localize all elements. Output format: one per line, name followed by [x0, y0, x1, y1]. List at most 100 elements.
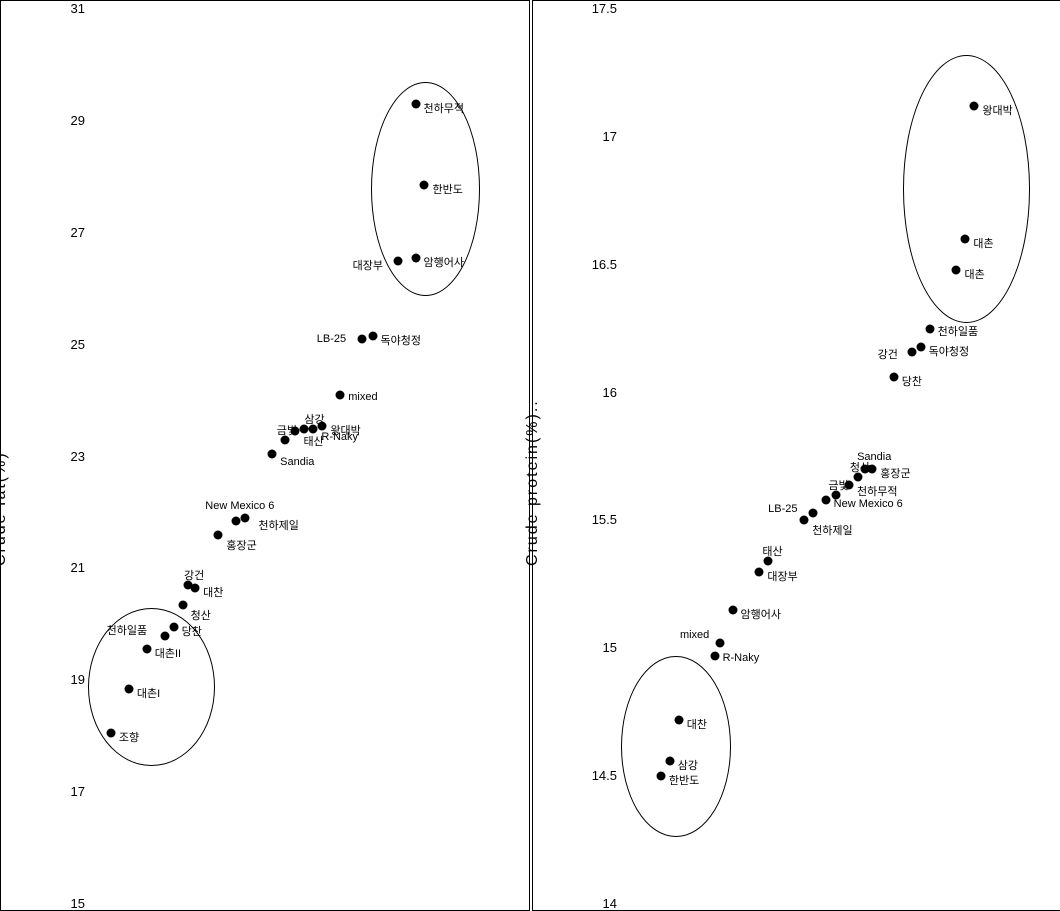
y-tick-label: 17: [45, 784, 85, 799]
left-y-axis-label: Crude fat(%): [0, 366, 10, 566]
data-point: [809, 508, 818, 517]
data-point: [755, 567, 764, 576]
data-point: [715, 639, 724, 648]
point-label: 천하일품: [938, 323, 978, 339]
point-label: 대장부: [353, 257, 383, 273]
left-scatter-panel: Crude fat(%) 151719212325272931조향대촌I대촌II…: [0, 0, 530, 911]
point-label: mixed: [680, 629, 709, 641]
point-label: 대찬: [203, 584, 223, 600]
data-point: [393, 256, 402, 265]
point-label: 대장부: [767, 568, 797, 584]
point-label: LB-25: [317, 333, 346, 345]
data-point: [970, 102, 979, 111]
data-point: [336, 390, 345, 399]
point-label: New Mexico 6: [205, 500, 274, 512]
point-label: New Mexico 6: [834, 498, 903, 510]
data-point: [411, 253, 420, 262]
data-point: [142, 645, 151, 654]
point-label: 암행어사: [741, 606, 781, 622]
y-tick-label: 17.5: [577, 1, 617, 16]
point-label: 왕대박: [982, 102, 1012, 118]
point-label: 삼강: [678, 757, 698, 773]
data-point: [124, 684, 133, 693]
data-point: [861, 465, 870, 474]
data-point: [160, 631, 169, 640]
point-label: 천하제일: [812, 522, 852, 538]
data-point: [844, 480, 853, 489]
point-label: 천하일품: [107, 622, 147, 638]
point-label: 강건: [878, 346, 898, 362]
y-tick-label: 29: [45, 113, 85, 128]
point-label: 청산: [191, 607, 211, 623]
y-tick-label: 25: [45, 337, 85, 352]
data-point: [309, 424, 318, 433]
data-point: [291, 427, 300, 436]
point-label: mixed: [348, 391, 377, 403]
point-label: 한반도: [669, 772, 699, 788]
data-point: [821, 495, 830, 504]
y-tick-label: 15: [45, 896, 85, 911]
data-point: [665, 756, 674, 765]
point-label: 당찬: [902, 373, 922, 389]
point-label: 천하무적: [424, 100, 464, 116]
data-point: [728, 605, 737, 614]
data-point: [268, 449, 277, 458]
point-label: 왕대박: [330, 422, 360, 438]
point-label: 홍장군: [880, 465, 910, 481]
y-tick-label: 16: [577, 385, 617, 400]
data-point: [318, 421, 327, 430]
y-tick-label: 15: [577, 640, 617, 655]
cluster-ellipse: [903, 55, 1030, 323]
data-point: [214, 530, 223, 539]
chart-container: Crude fat(%) 151719212325272931조향대촌I대촌II…: [0, 0, 1060, 911]
y-tick-label: 17: [577, 129, 617, 144]
data-point: [889, 373, 898, 382]
point-label: LB-25: [768, 503, 797, 515]
point-label: 대촌II: [155, 645, 181, 661]
point-label: 한반도: [432, 181, 462, 197]
point-label: Sandia: [280, 456, 314, 468]
point-label: 강건: [184, 567, 204, 583]
data-point: [420, 181, 429, 190]
point-label: Sandia: [857, 451, 891, 463]
data-point: [925, 324, 934, 333]
data-point: [952, 265, 961, 274]
cluster-ellipse: [621, 656, 731, 837]
right-scatter-panel: Crude protein(%).. 1414.51515.51616.5171…: [532, 0, 1060, 911]
y-tick-label: 14: [577, 896, 617, 911]
data-point: [800, 516, 809, 525]
data-point: [106, 729, 115, 738]
point-label: R-Naky: [723, 652, 760, 664]
point-label: 대촌I: [137, 685, 160, 701]
point-label: 대찬: [687, 716, 707, 732]
data-point: [241, 514, 250, 523]
data-point: [357, 335, 366, 344]
right-y-axis-label: Crude protein(%)..: [524, 366, 542, 566]
point-label: 암행어사: [424, 254, 464, 270]
data-point: [169, 623, 178, 632]
point-label: 조향: [119, 729, 139, 745]
point-label: 천하제일: [258, 517, 298, 533]
data-point: [916, 342, 925, 351]
y-tick-label: 23: [45, 449, 85, 464]
point-label: 당찬: [182, 623, 202, 639]
data-point: [178, 600, 187, 609]
data-point: [710, 651, 719, 660]
point-label: 독야청정: [381, 332, 421, 348]
data-point: [368, 332, 377, 341]
y-tick-label: 31: [45, 1, 85, 16]
data-point: [961, 235, 970, 244]
data-point: [411, 100, 420, 109]
data-point: [232, 516, 241, 525]
data-point: [656, 772, 665, 781]
y-tick-label: 16.5: [577, 257, 617, 272]
y-tick-label: 21: [45, 560, 85, 575]
point-label: 태산: [762, 543, 782, 559]
data-point: [674, 715, 683, 724]
y-tick-label: 27: [45, 225, 85, 240]
point-label: 독야청정: [929, 343, 969, 359]
point-label: 대촌: [973, 235, 993, 251]
y-tick-label: 14.5: [577, 768, 617, 783]
data-point: [907, 347, 916, 356]
point-label: 천하무적: [857, 483, 897, 499]
